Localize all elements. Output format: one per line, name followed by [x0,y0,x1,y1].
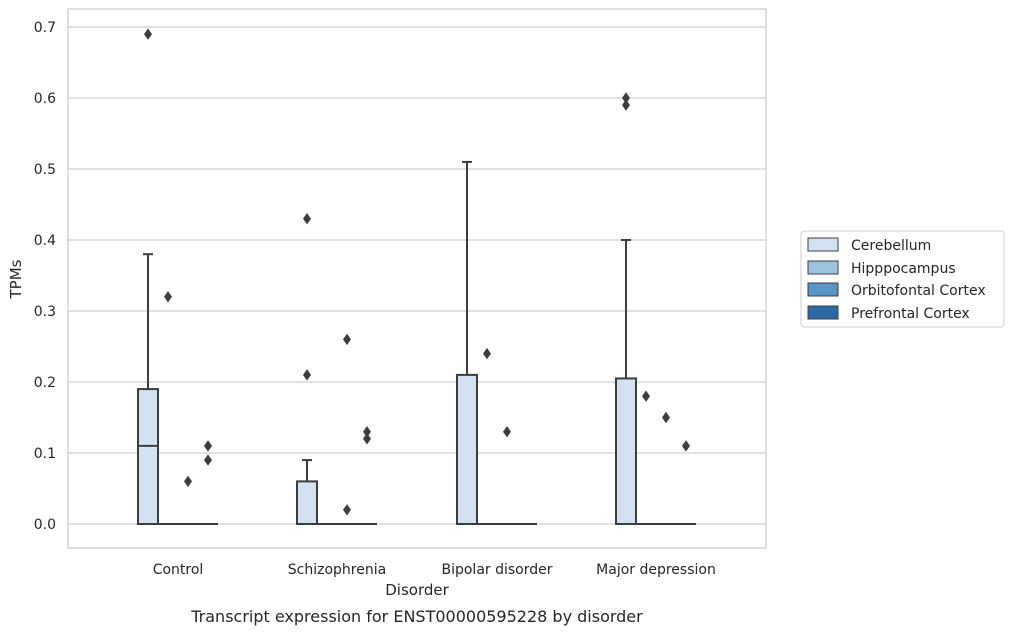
legend-frame [800,230,1005,328]
box-group [178,475,198,525]
box-body [296,480,318,525]
outlier-point [363,426,371,438]
box-group [636,390,656,525]
outlier-point [144,28,152,40]
box-group [296,213,318,525]
outlier-point [303,369,311,381]
box-group [477,347,497,525]
outlier-point [164,291,172,303]
box-group [615,92,637,526]
outlier-point [303,213,311,225]
legend-entry-prefrontal-cortex: Prefrontal Cortex [807,305,970,322]
outlier-point [363,433,371,445]
x-tick-label: Control [153,562,204,578]
legend-swatch-cerebellum [807,237,839,252]
x-tick-label: Major depression [596,562,716,578]
plot-frame [67,8,767,549]
y-tick-label: 0.4 [34,233,56,249]
box-body [615,377,637,526]
outlier-point [204,454,212,466]
outlier-point [622,92,630,104]
legend-entry-hipppocampus: Hipppocampus [807,260,956,277]
legend-swatch-prefrontal-cortex [807,305,839,320]
x-axis-ticks: Control Schizophrenia Bipolar disorder Majo… [153,562,716,578]
y-tick-label: 0.2 [34,375,56,391]
box-group [198,440,218,525]
outlier-point [343,333,351,346]
legend-entry-orbitofontal-cortex: Orbitofontal Cortex [807,282,986,299]
y-tick-label: 0.7 [34,20,56,36]
outlier-point [343,504,351,516]
legend-swatch-hipppocampus [807,260,839,275]
legend-entry-cerebellum: Cerebellum [807,237,931,254]
box-group [137,28,159,525]
y-tick-label: 0.3 [34,304,56,320]
legend-swatch-orbitofontal-cortex [807,282,839,297]
outlier-point [503,426,511,438]
y-axis-ticks: 0.0 0.1 0.2 0.3 0.4 0.5 0.6 0.7 [34,20,56,533]
legend-label-hipppocampus: Hipppocampus [851,261,956,277]
x-tick-label: Bipolar disorder [441,562,552,578]
outlier-point [204,440,212,452]
y-tick-label: 0.6 [34,91,56,107]
box-body [456,373,478,525]
x-axis-label: Disorder [385,581,449,599]
box-plot-series [137,28,696,526]
box-group [676,440,696,525]
outlier-point [622,99,630,111]
box-group [497,426,517,525]
box-body [137,388,159,525]
legend-label-prefrontal-cortex: Prefrontal Cortex [851,306,970,322]
box-group [337,333,357,525]
legend-label-cerebellum: Cerebellum [851,238,931,254]
x-tick-label: Schizophrenia [288,562,386,578]
grid-lines [68,26,766,525]
box-group [158,291,178,525]
legend-label-orbitofontal-cortex: Orbitofontal Cortex [851,283,986,299]
box-group [357,426,377,525]
y-tick-label: 0.0 [34,517,56,533]
outlier-point [682,440,690,452]
outlier-point [642,390,650,402]
chart-title: Transcript expression for ENST0000059522… [190,607,643,626]
outlier-point [184,475,192,488]
y-tick-label: 0.1 [34,446,56,462]
box-group [456,160,478,525]
outlier-point [483,347,491,360]
legend: Cerebellum Hipppocampus Orbitofontal Cor… [800,230,1005,328]
outlier-point [662,411,670,424]
y-tick-label: 0.5 [34,162,56,178]
y-axis-label: TPMs [7,259,25,299]
box-group [656,411,676,525]
